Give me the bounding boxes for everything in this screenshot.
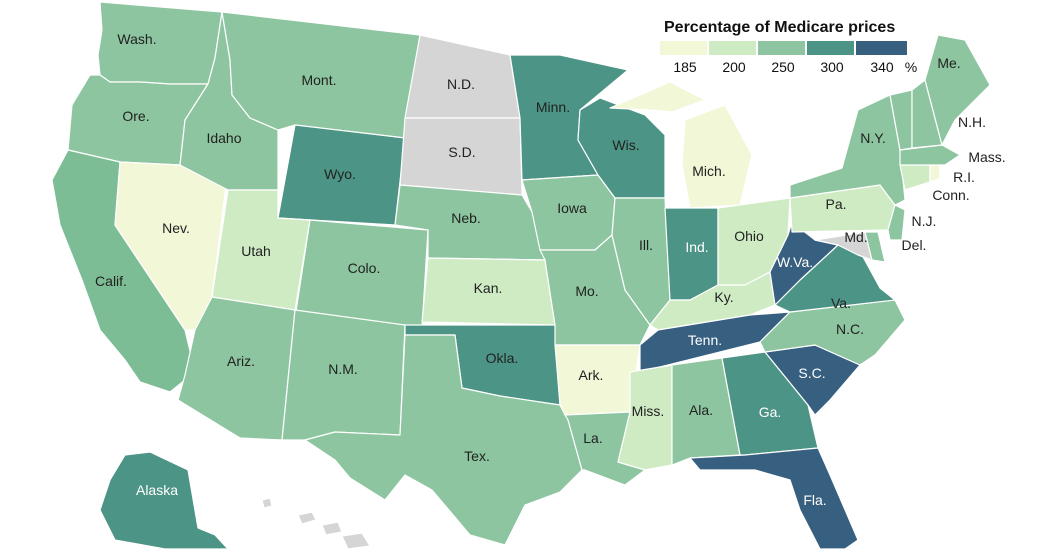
label-co: Colo. [348,260,381,276]
label-nd: N.D. [447,76,475,92]
legend: Percentage of Medicare prices 185 200 25… [660,19,917,75]
legend-swatch [660,41,707,55]
legend-unit: % [905,59,917,75]
label-mo: Mo. [575,283,598,299]
state-ny[interactable] [789,94,906,206]
label-ut: Utah [241,243,271,259]
label-ms: Miss. [632,403,665,419]
label-tn: Tenn. [688,332,722,348]
label-az: Ariz. [227,353,255,369]
legend-title: Percentage of Medicare prices [664,19,895,36]
label-in: Ind. [685,239,708,255]
state-me[interactable] [924,34,991,146]
label-ia: Iowa [557,200,587,216]
label-nv: Nev. [162,220,190,236]
label-sd: S.D. [448,144,475,160]
label-ne: Neb. [451,210,481,226]
legend-swatch [856,41,907,55]
label-ga: Ga. [759,404,782,420]
label-nc: N.C. [836,321,864,337]
label-il: Ill. [639,237,653,253]
label-ak: Alaska [136,482,178,498]
legend-tick: 300 [820,59,844,75]
state-md[interactable] [814,231,873,261]
label-mi: Mich. [692,163,725,179]
label-al: Ala. [689,402,713,418]
label-md: Md. [844,229,867,245]
label-fl: Fla. [803,492,826,508]
label-wv: W.Va. [777,254,813,270]
legend-tick: 250 [771,59,795,75]
label-ok: Okla. [486,350,519,366]
label-ct: Conn. [932,187,969,203]
label-ar: Ark. [579,367,604,383]
legend-tick: 340 [870,59,894,75]
label-nj: N.J. [912,213,937,229]
label-wi: Wis. [612,137,639,153]
state-tx[interactable] [304,334,583,546]
state-hi[interactable] [261,497,371,549]
label-pa: Pa. [825,196,846,212]
label-ks: Kan. [474,280,503,296]
state-nc[interactable] [759,299,906,366]
label-la: La. [583,430,602,446]
state-labels: Wash. Ore. Calif. Nev. Idaho Mont. Wyo. … [95,31,1006,508]
label-ky: Ky. [714,289,733,305]
label-tx: Tex. [464,448,490,464]
label-ny: N.Y. [860,130,885,146]
legend-swatch [709,41,756,55]
legend-swatch [758,41,805,55]
state-nj[interactable] [887,204,906,241]
label-va: Va. [831,295,851,311]
label-wy: Wyo. [324,166,356,182]
label-mt: Mont. [301,72,336,88]
label-ma: Mass. [968,149,1005,165]
label-or: Ore. [122,108,149,124]
label-me: Me. [937,55,960,71]
state-ak[interactable] [99,451,229,549]
legend-tick: 185 [673,59,697,75]
label-id: Idaho [206,130,241,146]
label-sc: S.C. [798,365,825,381]
label-nm: N.M. [328,361,358,377]
state-ct[interactable] [899,161,931,191]
label-wa: Wash. [117,31,156,47]
state-de[interactable] [864,231,886,263]
legend-tick: 200 [722,59,746,75]
label-de: Del. [902,237,927,253]
label-ca: Calif. [95,273,127,289]
state-fl[interactable] [689,447,859,549]
legend-swatch [807,41,854,55]
label-nh: N.H. [958,114,986,130]
label-mn: Minn. [536,99,570,115]
label-oh: Ohio [734,228,764,244]
state-mo[interactable] [539,234,651,346]
label-ri: R.I. [953,169,975,185]
